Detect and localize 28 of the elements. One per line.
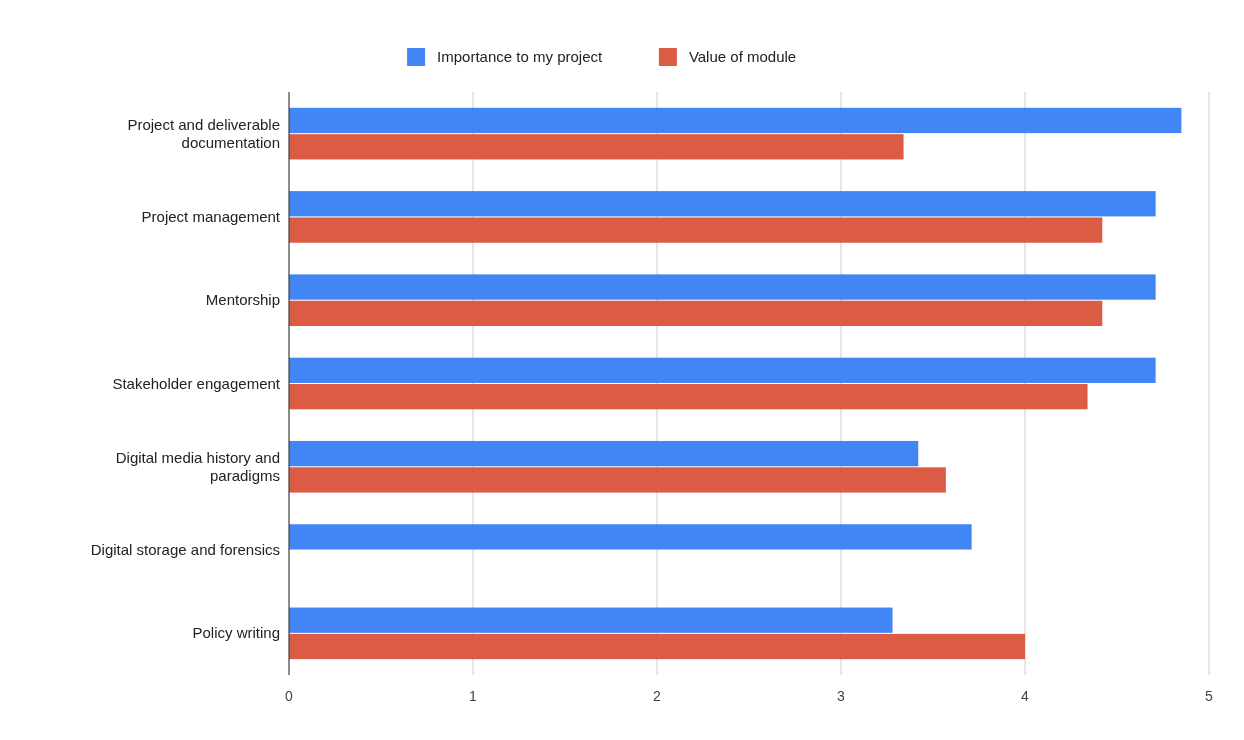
y-tick-label: Stakeholder engagement bbox=[112, 374, 281, 392]
legend-label: Importance to my project bbox=[437, 48, 603, 65]
y-tick-label: Project and deliverable documentation bbox=[127, 115, 280, 151]
bar bbox=[289, 300, 1103, 327]
y-tick-label: Digital storage and forensics bbox=[90, 541, 280, 559]
y-tick-label: Mentorship bbox=[205, 291, 280, 309]
bar bbox=[289, 274, 1156, 300]
bar bbox=[289, 107, 1182, 134]
bar bbox=[289, 191, 1156, 217]
bar bbox=[289, 607, 893, 633]
bar bbox=[289, 357, 1156, 383]
bar bbox=[289, 524, 972, 550]
y-tick-label: Digital media history and paradigms bbox=[115, 448, 280, 484]
bar bbox=[289, 633, 1025, 660]
bar bbox=[289, 440, 919, 467]
x-tick-label: 0 bbox=[285, 688, 294, 704]
legend-label: Value of module bbox=[688, 48, 797, 65]
y-tick-label: Policy writing bbox=[192, 624, 280, 642]
bar bbox=[289, 467, 946, 493]
bar bbox=[289, 384, 1088, 410]
y-tick-label: Project management bbox=[141, 207, 281, 225]
x-tick-label: 1 bbox=[469, 688, 478, 704]
x-tick-label: 2 bbox=[653, 688, 662, 704]
bar bbox=[289, 134, 904, 160]
bar bbox=[289, 217, 1103, 243]
x-tick-label: 4 bbox=[1021, 688, 1030, 704]
x-tick-label: 5 bbox=[1205, 688, 1214, 704]
x-tick-label: 3 bbox=[837, 688, 846, 704]
